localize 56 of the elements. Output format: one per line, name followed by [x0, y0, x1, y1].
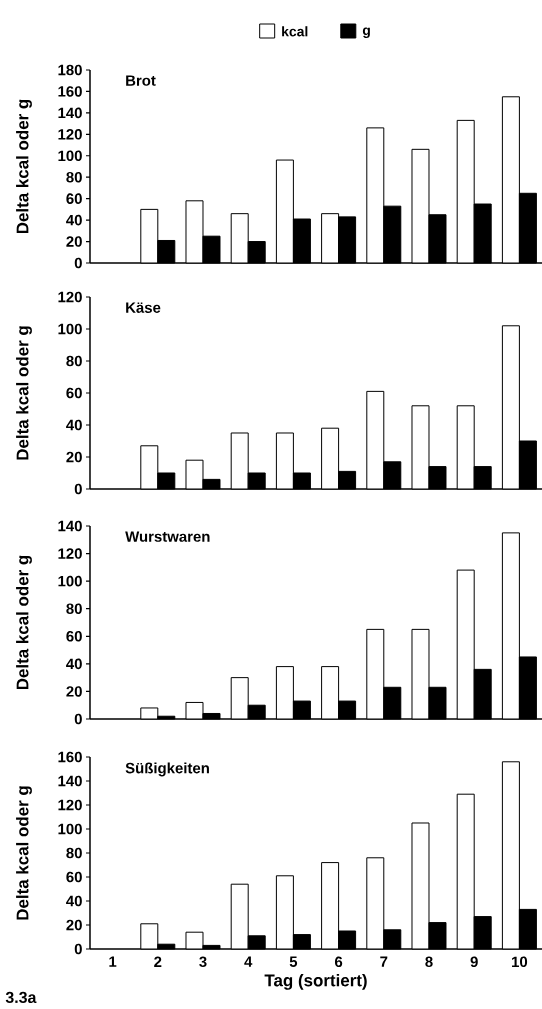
y-tick-label: 20 [66, 451, 82, 463]
y-tick-label: 20 [66, 686, 82, 697]
y-axis-title: Delta kcal oder g [16, 326, 32, 460]
y-tick-label: 120 [58, 129, 82, 140]
y-tick-label: 80 [66, 603, 82, 614]
chart-title: Wurstwaren [125, 531, 210, 542]
y-axis-title: Delta kcal oder g [16, 555, 32, 690]
y-tick-label: 140 [58, 775, 82, 787]
y-tick-label: 140 [58, 520, 82, 532]
y-tick-label: 0 [74, 483, 82, 495]
y-tick-label: 60 [66, 871, 82, 883]
y-tick-label: 40 [66, 895, 82, 907]
legend-label: g [362, 27, 370, 38]
y-tick-label: 40 [66, 419, 82, 431]
y-tick-label: 100 [58, 150, 82, 162]
y-tick-label: 0 [74, 257, 82, 269]
x-tick-label: 10 [512, 956, 528, 968]
y-tick-label: 120 [58, 291, 82, 303]
y-tick-label: 120 [58, 799, 82, 811]
y-tick-label: 60 [66, 193, 82, 204]
y-tick-label: 100 [58, 575, 82, 587]
x-tick-label: 9 [470, 956, 478, 968]
y-tick-label: 80 [66, 171, 82, 183]
y-tick-label: 40 [66, 214, 82, 226]
y-tick-label: 160 [58, 86, 82, 97]
x-tick-label: 4 [244, 956, 253, 967]
y-tick-label: 0 [74, 713, 82, 725]
x-tick-label: 2 [154, 956, 162, 967]
y-tick-label: 40 [66, 658, 82, 670]
y-tick-label: 100 [58, 323, 82, 335]
y-tick-label: 20 [66, 236, 82, 247]
y-tick-label: 100 [58, 823, 82, 835]
chart-title: Käse [126, 302, 161, 313]
text: 3.3a [5, 991, 37, 1004]
x-tick-label: 1 [109, 956, 117, 967]
x-tick-label: 5 [289, 956, 298, 967]
y-tick-label: 20 [66, 919, 82, 931]
y-tick-label: 120 [58, 548, 82, 559]
y-tick-label: 80 [66, 355, 82, 367]
x-tick-label: 6 [334, 956, 343, 968]
y-tick-label: 60 [66, 387, 82, 399]
x-tick-label: 8 [425, 956, 433, 968]
y-tick-label: 160 [58, 751, 82, 763]
x-tick-label: 7 [380, 956, 388, 967]
x-tick-label: 3 [199, 956, 207, 968]
y-tick-label: 140 [58, 107, 82, 119]
y-axis-title: Delta kcal oder g [16, 99, 32, 234]
x-axis-title: Tag (sortiert) [264, 973, 367, 990]
y-tick-label: 60 [66, 630, 82, 642]
chart-title: Brot [126, 75, 156, 86]
y-tick-label: 80 [66, 847, 82, 859]
y-axis-title: Delta kcal oder g [16, 786, 32, 920]
y-tick-label: 0 [74, 943, 82, 955]
chart-title: Süßigkeiten [125, 762, 209, 777]
y-tick-label: 180 [58, 64, 82, 76]
legend-label: kcal [282, 26, 308, 37]
